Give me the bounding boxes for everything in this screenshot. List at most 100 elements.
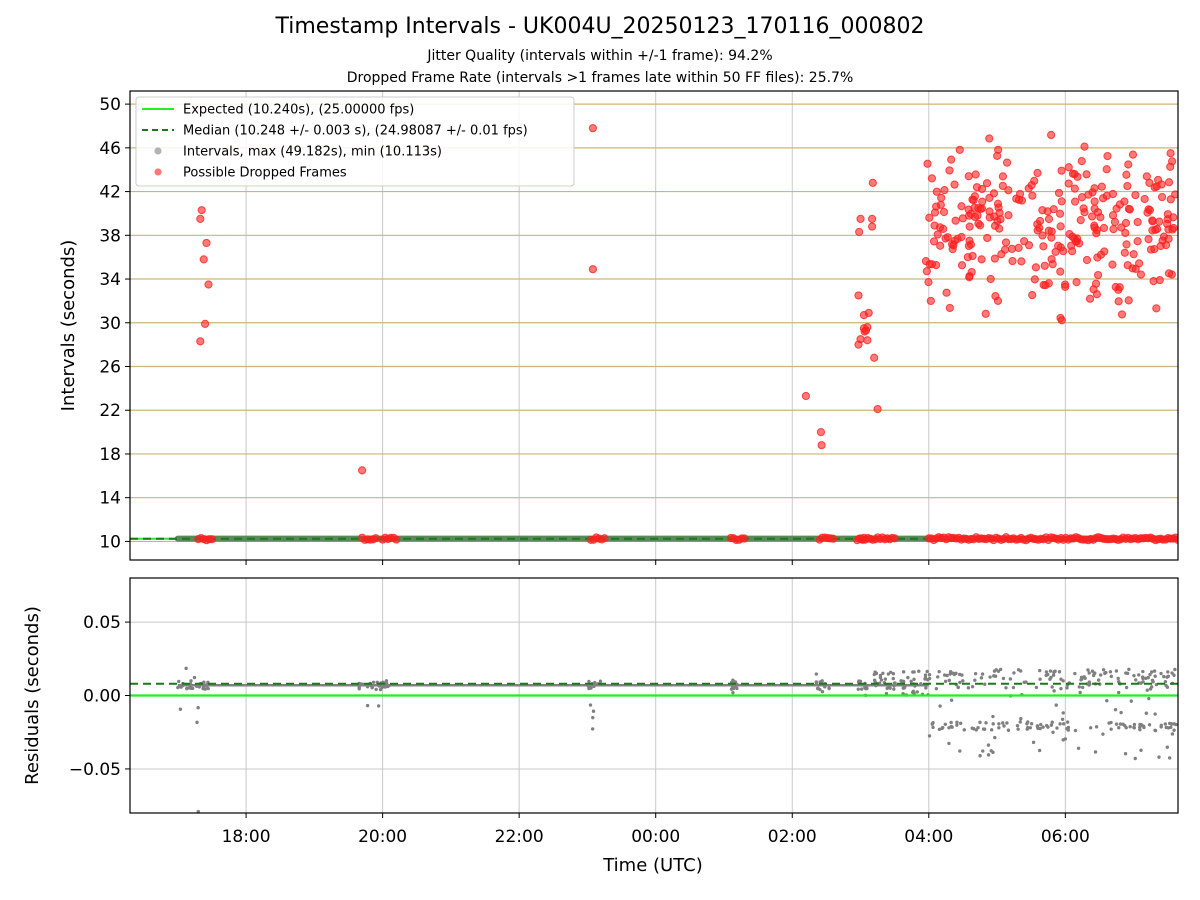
residual-point bbox=[1117, 726, 1121, 730]
residual-point bbox=[1012, 671, 1016, 675]
dropped-frame-point bbox=[1057, 197, 1066, 206]
dropped-frame-point bbox=[371, 534, 380, 543]
residual-point bbox=[587, 679, 591, 684]
dropped-frame-point bbox=[940, 186, 949, 195]
dropped-frame-point bbox=[1131, 190, 1140, 200]
residual-point bbox=[986, 743, 991, 747]
residual-point bbox=[1163, 722, 1168, 726]
dropped-frame-point bbox=[196, 214, 205, 224]
residual-point bbox=[888, 686, 892, 690]
residual-point bbox=[1005, 721, 1009, 725]
dropped-frame-point bbox=[1114, 297, 1123, 306]
dropped-frame-point bbox=[1024, 184, 1033, 193]
residual-point bbox=[993, 735, 997, 740]
residual-point bbox=[1134, 678, 1138, 682]
dropped-frame-point bbox=[1110, 217, 1120, 227]
dropped-frame-point bbox=[945, 166, 954, 175]
residual-point bbox=[1139, 722, 1143, 727]
chart-legend: Expected (10.240s), (25.00000 fps) Median… bbox=[135, 96, 575, 187]
residual-point bbox=[951, 671, 955, 675]
dropped-frame-point bbox=[1153, 224, 1162, 234]
dropped-frame-point bbox=[1004, 211, 1013, 220]
residual-point bbox=[1034, 685, 1039, 690]
top-plot-frame bbox=[129, 90, 1179, 561]
dropped-frame-point bbox=[202, 238, 211, 248]
dropped-frame-point bbox=[1080, 142, 1089, 151]
chart-subtitle-dropped: Dropped Frame Rate (intervals >1 frames … bbox=[346, 70, 854, 86]
residual-point bbox=[915, 690, 920, 694]
dropped-frame-point bbox=[942, 288, 951, 297]
residual-point bbox=[1123, 723, 1127, 728]
dropped-frame-point bbox=[1090, 197, 1099, 206]
legend-entry-label: Expected (10.240s), (25.00000 fps) bbox=[183, 103, 414, 118]
dropped-frame-point bbox=[358, 466, 367, 475]
residual-point bbox=[994, 668, 998, 672]
residual-point bbox=[1038, 677, 1042, 681]
dropped-frame-point bbox=[955, 145, 964, 154]
residual-point bbox=[1159, 725, 1163, 729]
dropped-frame-point bbox=[1122, 240, 1131, 249]
residual-point bbox=[906, 675, 910, 680]
dropped-frame-point bbox=[1044, 226, 1053, 235]
dropped-frame-point bbox=[1093, 270, 1103, 280]
dropped-frame-point bbox=[1082, 170, 1091, 179]
residual-point bbox=[587, 686, 591, 691]
dropped-frame-point bbox=[922, 267, 931, 276]
dropped-frame-point bbox=[932, 260, 941, 270]
residual-point bbox=[814, 672, 819, 676]
residual-point bbox=[1025, 721, 1029, 726]
residual-point bbox=[185, 686, 189, 691]
residual-point bbox=[892, 687, 896, 691]
dropped-frame-point bbox=[1123, 181, 1132, 191]
dropped-frame-point bbox=[1044, 214, 1054, 224]
residual-point bbox=[892, 681, 896, 686]
dropped-frame-point bbox=[1057, 166, 1066, 175]
residual-point bbox=[973, 678, 977, 682]
residual-point bbox=[1104, 670, 1108, 675]
residual-point bbox=[1039, 722, 1043, 727]
residual-point bbox=[998, 667, 1003, 672]
dropped-frame-point bbox=[856, 214, 865, 224]
dropped-frame-point bbox=[951, 216, 960, 225]
residual-point bbox=[923, 673, 928, 677]
residual-point bbox=[1140, 675, 1145, 679]
top-ytick-label: 10 bbox=[99, 532, 121, 552]
residual-point bbox=[912, 677, 916, 682]
residual-point bbox=[1132, 725, 1136, 730]
residual-point bbox=[1165, 745, 1169, 749]
residual-point bbox=[902, 686, 907, 690]
dropped-frame-point bbox=[1014, 243, 1023, 252]
dropped-frame-point bbox=[982, 179, 992, 188]
legend-entry-label: Intervals, max (49.182s), min (10.113s) bbox=[183, 145, 442, 160]
dropped-frame-point bbox=[1111, 282, 1120, 292]
dropped-frame-point bbox=[927, 174, 937, 183]
dropped-frame-point bbox=[995, 208, 1004, 218]
top-ytick-label: 38 bbox=[99, 226, 121, 246]
residual-point bbox=[1073, 728, 1078, 733]
residual-point bbox=[357, 685, 361, 689]
residual-point bbox=[901, 679, 906, 684]
residual-point bbox=[196, 706, 200, 710]
dropped-frame-point bbox=[936, 241, 945, 250]
dropped-frame-point bbox=[993, 216, 1002, 226]
residual-point bbox=[735, 686, 739, 691]
residual-point bbox=[1065, 726, 1069, 731]
dropped-frame-point bbox=[1049, 205, 1058, 214]
chart-title: Timestamp Intervals - UK004U_20250123_17… bbox=[275, 14, 925, 39]
dropped-frame-point bbox=[201, 319, 210, 328]
residual-point bbox=[979, 676, 984, 680]
residual-point bbox=[883, 677, 888, 681]
residual-point bbox=[886, 672, 891, 676]
dropped-frame-point bbox=[924, 278, 933, 287]
residual-point bbox=[1147, 696, 1151, 701]
residual-point bbox=[1053, 669, 1057, 673]
xtick-label: 20:00 bbox=[358, 827, 407, 847]
residual-point bbox=[949, 698, 954, 702]
residual-point bbox=[1029, 722, 1034, 726]
residual-point bbox=[1114, 669, 1119, 673]
dropped-frame-point bbox=[1064, 163, 1073, 172]
residual-point bbox=[1031, 740, 1036, 745]
residual-point bbox=[374, 687, 378, 692]
residual-point bbox=[591, 709, 596, 713]
